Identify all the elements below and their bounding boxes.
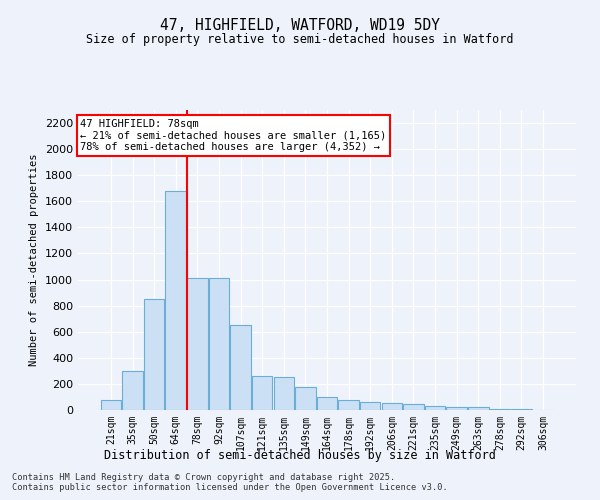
Bar xyxy=(230,325,251,410)
Bar xyxy=(122,371,143,410)
Bar xyxy=(252,376,272,410)
Bar xyxy=(209,278,229,410)
Bar xyxy=(144,299,164,410)
Bar xyxy=(295,387,316,410)
Bar xyxy=(490,409,510,410)
Text: Contains HM Land Registry data © Crown copyright and database right 2025.
Contai: Contains HM Land Registry data © Crown c… xyxy=(12,473,448,492)
Bar xyxy=(101,400,121,410)
Bar xyxy=(166,191,186,410)
Bar xyxy=(403,404,424,410)
Bar xyxy=(274,378,294,410)
Bar xyxy=(360,402,380,410)
Bar xyxy=(382,404,402,410)
Bar xyxy=(446,406,467,410)
Bar xyxy=(468,408,488,410)
Bar xyxy=(187,278,208,410)
Bar xyxy=(317,397,337,410)
Text: 47 HIGHFIELD: 78sqm
← 21% of semi-detached houses are smaller (1,165)
78% of sem: 47 HIGHFIELD: 78sqm ← 21% of semi-detach… xyxy=(80,119,387,152)
Text: Distribution of semi-detached houses by size in Watford: Distribution of semi-detached houses by … xyxy=(104,448,496,462)
Bar xyxy=(425,406,445,410)
Y-axis label: Number of semi-detached properties: Number of semi-detached properties xyxy=(29,154,40,366)
Text: Size of property relative to semi-detached houses in Watford: Size of property relative to semi-detach… xyxy=(86,32,514,46)
Text: 47, HIGHFIELD, WATFORD, WD19 5DY: 47, HIGHFIELD, WATFORD, WD19 5DY xyxy=(160,18,440,32)
Bar xyxy=(338,400,359,410)
